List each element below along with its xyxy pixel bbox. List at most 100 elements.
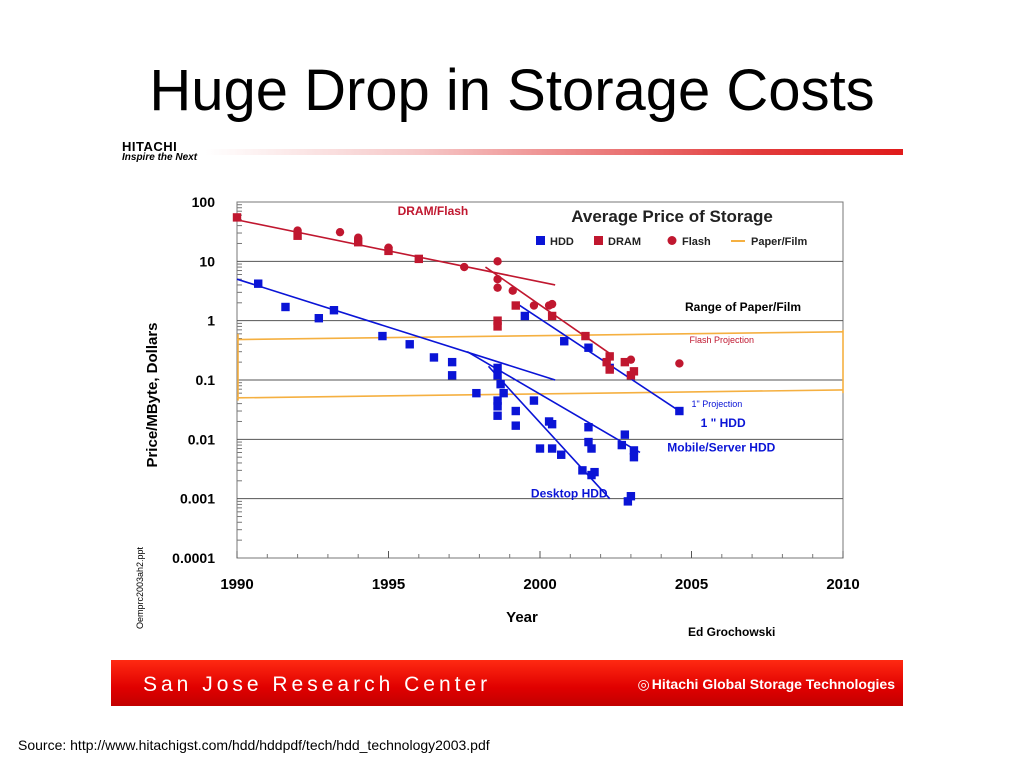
- chart-title: Average Price of Storage: [571, 207, 773, 226]
- dram-point: [605, 352, 614, 361]
- x-tick-label: 1995: [372, 576, 405, 593]
- flash-point: [335, 227, 345, 237]
- legend-marker-hdd: [536, 236, 545, 245]
- storage-price-chart: 100 10 1 0.1 0.01 0.001 0.0001 1990 1995 2000 2005…: [135, 194, 860, 639]
- flash-point: [354, 233, 363, 242]
- trend-line: [515, 302, 680, 412]
- hdd-point: [447, 371, 457, 380]
- dram-point: [602, 357, 611, 367]
- hdd-point: [675, 406, 684, 416]
- footer-right-group: ◎ Hitachi Global Storage Technologies: [638, 677, 895, 691]
- flash-point: [493, 283, 502, 292]
- hdd-point: [493, 411, 502, 420]
- flash-point: [493, 257, 502, 266]
- hitachi-logo: HITACHI Inspire the Next: [122, 140, 197, 163]
- hdd-point: [557, 450, 566, 459]
- dram-point: [547, 311, 557, 321]
- hdd-point: [626, 492, 636, 501]
- flash-point: [293, 226, 302, 235]
- hdd-point: [535, 444, 545, 453]
- x-tick-label: 2000: [523, 576, 556, 593]
- legend-marker-dram: [594, 236, 603, 245]
- hdd-point: [584, 343, 593, 352]
- x-tick-label: 1990: [220, 576, 253, 593]
- y-tick-label: 0.01: [188, 431, 215, 447]
- hdd-point: [547, 444, 557, 453]
- trend-line: [485, 266, 611, 355]
- dram-point: [581, 331, 590, 341]
- slide-title: Huge Drop in Storage Costs: [149, 58, 875, 123]
- hdd-point: [254, 279, 263, 288]
- hdd-point: [493, 396, 502, 405]
- flash-point: [529, 301, 539, 310]
- flash-point: [384, 243, 393, 252]
- hdd-point: [447, 357, 457, 367]
- trend-line: [236, 219, 556, 286]
- hdd-point: [378, 331, 387, 341]
- x-tick-label: 2005: [675, 576, 708, 593]
- side-label: Oemprc2003ah2.ppt: [135, 546, 145, 629]
- y-tick-label: 0.001: [180, 491, 215, 507]
- hdd-point: [520, 311, 530, 321]
- hdd-point: [584, 437, 593, 447]
- legend-marker-flash: [667, 236, 677, 245]
- hdd-point: [629, 452, 639, 462]
- hdd-point: [499, 388, 508, 398]
- hdd-point: [405, 340, 414, 349]
- legend-label-flash: Flash: [682, 236, 711, 248]
- x-tick-label: 2010: [826, 576, 859, 593]
- dram-point: [629, 367, 639, 376]
- y-axis-label: Price/MByte, Dollars: [144, 322, 161, 467]
- hdd-point: [493, 363, 502, 373]
- footer-left-label: San Jose Research Center: [143, 673, 492, 696]
- dram-point: [293, 231, 302, 240]
- flash-point: [460, 262, 469, 272]
- y-tick-label: 10: [199, 253, 215, 269]
- hdd-point: [547, 419, 557, 429]
- annotation-label: 1" Projection: [692, 399, 743, 409]
- legend-label-dram: DRAM: [608, 236, 641, 248]
- hdd-point: [493, 402, 502, 411]
- dram-point: [232, 213, 242, 222]
- annotation-label: Range of Paper/Film: [685, 300, 801, 314]
- header-rule: [205, 149, 903, 155]
- flash-point: [508, 286, 517, 295]
- dram-point: [493, 322, 502, 331]
- flash-point: [493, 274, 502, 284]
- y-tick-label: 0.1: [196, 372, 216, 388]
- hdd-point: [560, 337, 569, 346]
- footer-right-label: Hitachi Global Storage Technologies: [651, 676, 895, 692]
- y-tick-label: 0.0001: [172, 550, 215, 566]
- flash-point: [675, 359, 684, 368]
- flash-point: [626, 355, 636, 364]
- hdd-point: [623, 497, 633, 506]
- logo-brand: HITACHI: [122, 139, 178, 154]
- footer-bar: San Jose Research Center ◎ Hitachi Global…: [111, 660, 903, 706]
- hdd-point: [493, 371, 502, 380]
- x-axis-label: Year: [506, 609, 538, 626]
- legend-label-paper-film: Paper/Film: [751, 236, 807, 248]
- hdd-point: [590, 467, 599, 477]
- flash-point: [547, 299, 557, 309]
- dram-point: [605, 365, 614, 374]
- dram-point: [414, 254, 423, 264]
- dram-point: [511, 301, 520, 310]
- source-citation: Source: http://www.hitachigst.com/hdd/hd…: [18, 737, 490, 753]
- annotation-label: DRAM/Flash: [398, 204, 469, 218]
- hdd-point: [472, 388, 481, 398]
- dram-point: [354, 238, 363, 247]
- hdd-point: [511, 421, 520, 430]
- hdd-point: [281, 302, 290, 312]
- hdd-point: [329, 306, 339, 315]
- annotation-label: 1 " HDD: [701, 416, 746, 430]
- annotation-label: Mobile/Server HDD: [667, 441, 775, 455]
- globe-icon: ◎: [637, 676, 650, 692]
- hdd-point: [496, 379, 505, 389]
- credit-label: Ed Grochowski: [688, 625, 775, 639]
- annotation-label: Desktop HDD: [531, 486, 608, 500]
- hdd-point: [429, 353, 439, 362]
- hdd-point: [617, 440, 627, 450]
- hdd-point: [587, 444, 596, 453]
- legend-label-hdd: HDD: [550, 236, 574, 248]
- annotation-label: Flash Projection: [690, 335, 755, 345]
